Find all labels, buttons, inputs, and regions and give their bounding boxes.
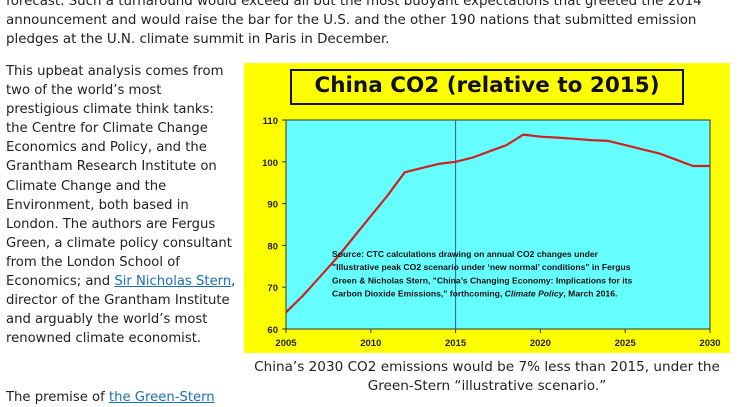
chart-plot: 60 70 80 90 100 110 2005 2010 2015 2020 2025 2030 So… xyxy=(262,116,720,349)
x-tick-label: 2005 xyxy=(275,338,297,349)
article-paragraph: This upbeat analysis comes from two of t… xyxy=(6,62,238,348)
chart-title: China CO2 (relative to 2015) xyxy=(314,73,660,98)
chart-figure: China CO2 (relative to 2015) 60 70 80 90 100… xyxy=(244,63,730,353)
x-tick-label: 2025 xyxy=(615,338,637,349)
paragraph-text: This upbeat analysis comes from two of t… xyxy=(6,64,232,290)
article-paragraph: The premise of the Green-Stern xyxy=(6,388,238,407)
source-note-line: "Illustrative peak CO2 scenario under ‘n… xyxy=(332,262,631,272)
y-tick-label: 60 xyxy=(267,325,278,336)
source-note-line: Green & Nicholas Stern, "China’s Changin… xyxy=(332,275,633,285)
paragraph-text: , director of the Grantham Institute and… xyxy=(6,274,236,347)
y-tick-label: 100 xyxy=(262,158,278,169)
article-left-column: This upbeat analysis comes from two of t… xyxy=(6,62,238,348)
green-stern-link[interactable]: the Green-Stern xyxy=(108,390,215,405)
paragraph-text: The premise of xyxy=(6,390,109,405)
sir-nicholas-stern-link[interactable]: Sir Nicholas Stern xyxy=(114,274,232,290)
figure-caption: China’s 2030 CO2 emissions would be 7% l… xyxy=(254,359,720,394)
plot-area xyxy=(285,119,711,330)
source-note-line: Carbon Dioxide Emissions," forthcoming, … xyxy=(332,289,617,299)
y-tick-label: 80 xyxy=(267,241,278,252)
x-tick-label: 2015 xyxy=(445,338,467,349)
source-note-line: Source: CTC calculations drawing on annu… xyxy=(332,249,599,259)
x-tick-label: 2030 xyxy=(699,338,720,349)
x-tick-label: 2020 xyxy=(530,338,551,349)
y-tick-label: 70 xyxy=(267,283,278,294)
series-line xyxy=(285,133,710,314)
chart-title-box xyxy=(290,69,684,105)
intro-paragraph: forecast. Such a turnaround would exceed… xyxy=(6,0,702,47)
x-tick-label: 2010 xyxy=(360,338,381,349)
y-tick-label: 90 xyxy=(267,200,278,211)
y-tick-label: 110 xyxy=(263,116,278,127)
